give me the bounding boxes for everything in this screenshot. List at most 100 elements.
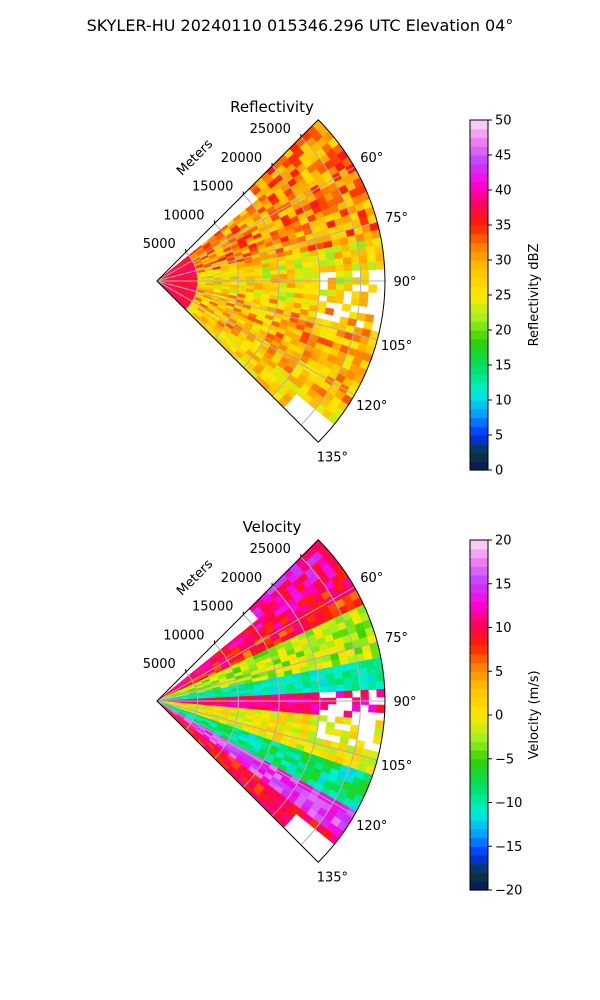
colorbar-tick-label: −10 bbox=[495, 796, 522, 811]
colorbar-tick-label: 25 bbox=[495, 289, 512, 304]
colorbar-tick-label: 15 bbox=[495, 577, 512, 592]
field-cell bbox=[246, 272, 255, 277]
field-cell bbox=[278, 273, 288, 280]
field-cell bbox=[221, 276, 231, 281]
radial-axis-label: Meters bbox=[174, 557, 216, 599]
colorbar-swatch bbox=[470, 172, 488, 182]
panel-title: Velocity bbox=[243, 518, 302, 536]
field-cell bbox=[333, 671, 344, 680]
field-cell bbox=[311, 283, 321, 290]
velocity-panel: Velocity 5000 10000 15000 20000 25000 Meters 6… bbox=[143, 518, 542, 899]
field-cell bbox=[368, 284, 378, 293]
field-cell bbox=[278, 702, 288, 709]
field-cell bbox=[310, 708, 320, 716]
field-cell bbox=[351, 291, 361, 299]
field-cell bbox=[335, 264, 345, 272]
field-cell bbox=[246, 275, 255, 280]
field-cell bbox=[326, 295, 336, 304]
colorbar-swatch bbox=[470, 321, 488, 331]
field-cell bbox=[286, 283, 296, 289]
field-cell bbox=[294, 682, 304, 690]
field-cell bbox=[213, 277, 223, 281]
field-cell bbox=[343, 263, 353, 272]
colorbar-swatch bbox=[470, 417, 488, 427]
colorbar-swatch bbox=[470, 365, 488, 375]
azimuth-spoke bbox=[156, 586, 355, 702]
azimuth-spoke bbox=[156, 166, 355, 282]
colorbar-swatch bbox=[470, 697, 488, 707]
field-cell bbox=[349, 248, 360, 258]
colorbar-swatch bbox=[470, 741, 488, 751]
colorbar-tick-label: 10 bbox=[495, 621, 512, 636]
field-cell bbox=[334, 296, 344, 305]
field-cell bbox=[302, 708, 312, 715]
field-cell bbox=[229, 276, 239, 280]
azimuth-tick-label: 60° bbox=[360, 151, 383, 166]
field-cell bbox=[373, 665, 384, 675]
radial-axis-label: Meters bbox=[174, 137, 216, 179]
field-cell bbox=[310, 680, 320, 688]
colorbar-swatch bbox=[470, 750, 488, 760]
field-cell bbox=[278, 269, 288, 275]
field-cell bbox=[349, 668, 360, 678]
colorbar-tick-label: 20 bbox=[495, 324, 512, 339]
radial-tick-label: 5000 bbox=[143, 657, 176, 672]
field-cell bbox=[324, 307, 335, 316]
colorbar-tick-label: 45 bbox=[495, 149, 512, 164]
field-cell bbox=[238, 696, 247, 700]
field-cell bbox=[270, 270, 280, 276]
field-cell bbox=[327, 283, 337, 291]
radial-tick-label: 20000 bbox=[221, 571, 262, 586]
field-cell bbox=[327, 265, 337, 273]
colorbar-swatch bbox=[470, 382, 488, 392]
field-cell bbox=[302, 288, 312, 295]
radial-tick-label: 25000 bbox=[250, 122, 291, 137]
field-cell bbox=[294, 288, 304, 294]
field-cell bbox=[368, 704, 378, 713]
colorbar-tick-label: 35 bbox=[495, 219, 512, 234]
colorbar-label: Reflectivity dBZ bbox=[527, 244, 542, 347]
colorbar-swatch bbox=[470, 636, 488, 646]
field-cell bbox=[373, 245, 384, 255]
colorbar-swatch bbox=[470, 802, 488, 812]
colorbar-swatch bbox=[470, 881, 488, 891]
field-cell bbox=[343, 683, 353, 692]
field-cell bbox=[350, 255, 361, 265]
field-cell bbox=[334, 257, 344, 266]
field-cell bbox=[262, 690, 272, 696]
colorbar-swatch bbox=[470, 251, 488, 261]
field-cell bbox=[286, 703, 296, 709]
field-cell bbox=[335, 690, 345, 699]
field-cell bbox=[303, 272, 312, 279]
field-cell bbox=[294, 688, 304, 694]
colorbar-swatch bbox=[470, 758, 488, 769]
colorbar-swatch bbox=[470, 872, 488, 882]
colorbar-swatch bbox=[470, 846, 488, 856]
azimuth-tick-label: 120° bbox=[356, 399, 387, 414]
field-cell bbox=[238, 276, 247, 280]
field-cell bbox=[286, 263, 296, 270]
colorbar-swatch bbox=[470, 618, 488, 629]
field-cell bbox=[358, 674, 369, 684]
colorbar-swatch bbox=[470, 190, 488, 200]
colorbar-swatch bbox=[470, 863, 488, 874]
radial-tick-label: 15000 bbox=[192, 600, 233, 615]
field-cell bbox=[359, 262, 369, 271]
radial-tick-label: 20000 bbox=[221, 151, 262, 166]
colorbar-swatch bbox=[470, 146, 488, 156]
colorbar-swatch bbox=[470, 443, 488, 454]
field-cell bbox=[310, 686, 320, 694]
radial-tick-label: 15000 bbox=[192, 180, 233, 195]
colorbar-swatch bbox=[470, 610, 488, 620]
colorbar-swatch bbox=[470, 592, 488, 602]
colorbar-swatch bbox=[470, 837, 488, 847]
field-cell bbox=[302, 681, 312, 689]
field-cell bbox=[254, 695, 264, 700]
field-cell bbox=[302, 267, 312, 274]
field-cell bbox=[359, 291, 369, 300]
azimuth-tick-label: 135° bbox=[317, 450, 348, 465]
colorbar-swatch bbox=[470, 540, 488, 550]
field-cell bbox=[376, 688, 386, 698]
colorbar-swatch bbox=[470, 452, 488, 462]
azimuth-tick-label: 60° bbox=[360, 571, 383, 586]
